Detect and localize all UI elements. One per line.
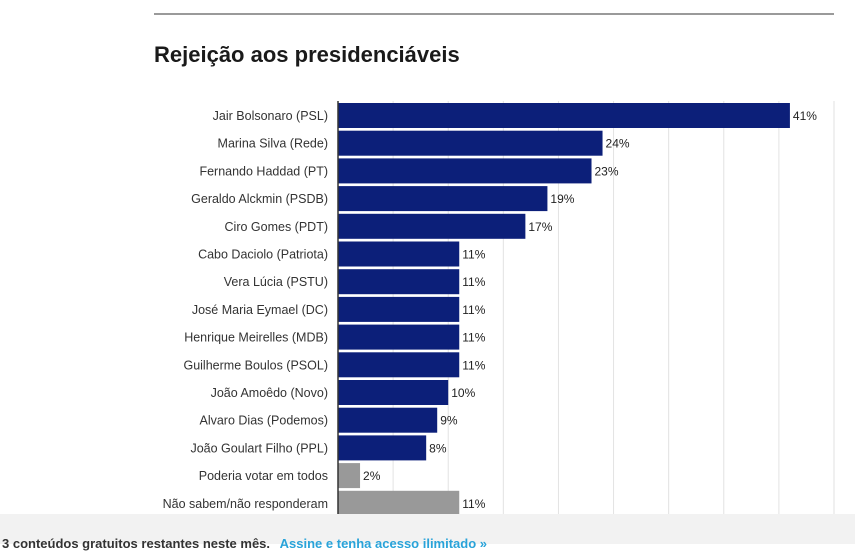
data-label: 11%	[462, 497, 485, 511]
category-label: Jair Bolsonaro (PSL)	[213, 109, 328, 123]
bar	[338, 269, 460, 295]
data-label: 11%	[462, 275, 485, 289]
category-label: Marina Silva (Rede)	[218, 137, 328, 151]
data-label: 11%	[462, 248, 485, 262]
category-label: Vera Lúcia (PSTU)	[224, 275, 328, 289]
category-label: Ciro Gomes (PDT)	[225, 220, 328, 234]
category-label: Não sabem/não responderam	[163, 497, 328, 511]
data-label: 24%	[606, 137, 630, 151]
category-label: João Goulart Filho (PPL)	[190, 441, 328, 455]
bar	[338, 435, 427, 461]
data-label: 41%	[793, 109, 817, 123]
data-label: 10%	[451, 386, 475, 400]
category-label: Fernando Haddad (PT)	[199, 164, 328, 178]
bar	[338, 490, 460, 516]
category-label: João Amoêdo (Novo)	[211, 386, 328, 400]
data-label: 11%	[462, 331, 485, 345]
bar	[338, 380, 449, 405]
bar	[338, 463, 361, 489]
data-label: 11%	[462, 303, 485, 317]
category-label: Cabo Daciolo (Patriota)	[198, 248, 328, 262]
category-label: Guilherme Boulos (PSOL)	[183, 358, 328, 372]
chart-title: Rejeição aos presidenciáveis	[154, 42, 460, 67]
bar	[338, 186, 548, 212]
top-divider	[154, 13, 834, 15]
bar	[338, 103, 790, 128]
bar	[338, 158, 592, 184]
data-label: 11%	[462, 358, 485, 372]
data-label: 23%	[595, 164, 619, 178]
category-label: Poderia votar em todos	[199, 469, 328, 483]
bar	[338, 296, 460, 322]
category-label: Alvaro Dias (Podemos)	[199, 414, 328, 428]
category-label: Henrique Meirelles (MDB)	[184, 331, 328, 345]
bar	[338, 407, 438, 433]
data-label: 8%	[429, 441, 447, 455]
bar	[338, 213, 526, 239]
category-label: Geraldo Alckmin (PSDB)	[191, 192, 328, 206]
paywall-footer: 3 conteúdos gratuitos restantes neste mê…	[0, 514, 855, 551]
data-label: 2%	[363, 469, 381, 483]
bar	[338, 352, 460, 378]
category-label: José Maria Eymael (DC)	[192, 303, 328, 317]
data-label: 19%	[550, 192, 574, 206]
bar	[338, 324, 460, 350]
data-label: 17%	[528, 220, 552, 234]
data-label: 9%	[440, 414, 458, 428]
bar	[338, 130, 603, 156]
bar	[338, 241, 460, 267]
